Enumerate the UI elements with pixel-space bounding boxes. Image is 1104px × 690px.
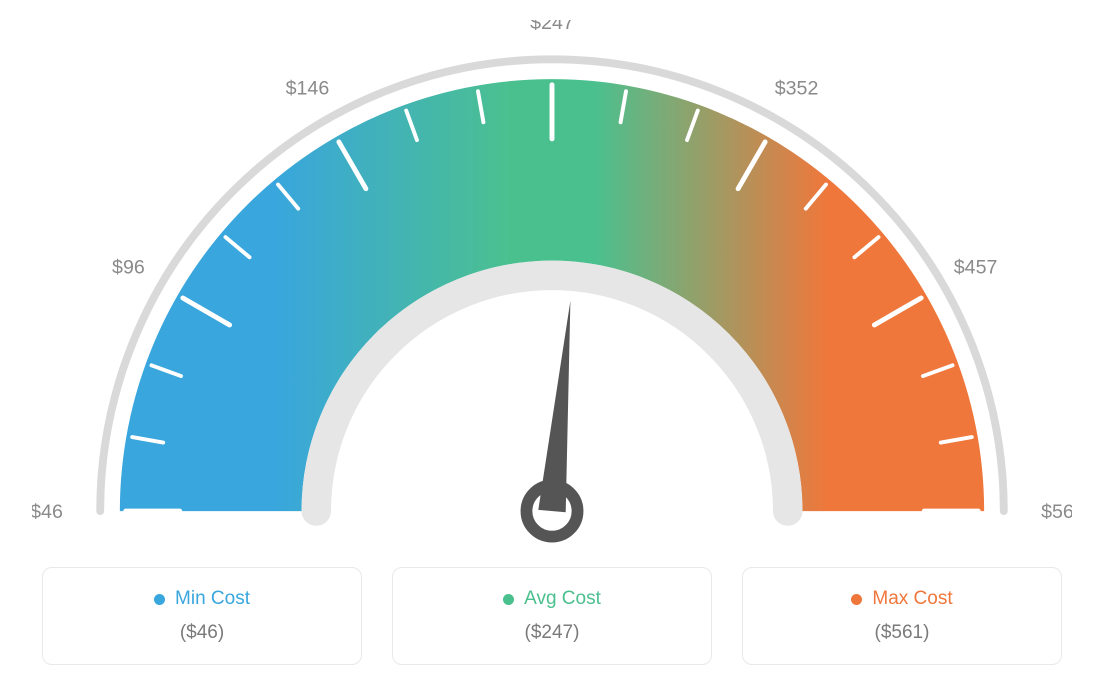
tick-label: $247 xyxy=(530,20,574,34)
cost-gauge: $46 $96 $146 $247 $352 $457 $561 xyxy=(32,20,1072,570)
tick-label: $561 xyxy=(1041,501,1072,523)
legend-label-max: Max Cost xyxy=(872,588,952,610)
legend-title-max: Max Cost xyxy=(753,588,1051,610)
tick-label: $352 xyxy=(775,77,819,99)
tick-label: $457 xyxy=(954,256,998,278)
legend-label-avg: Avg Cost xyxy=(524,588,601,610)
legend-value-avg: ($247) xyxy=(403,622,701,644)
legend-value-max: ($561) xyxy=(753,622,1051,644)
dot-max xyxy=(851,594,862,605)
dot-min xyxy=(154,594,165,605)
tick-label: $96 xyxy=(112,256,145,278)
tick-label: $146 xyxy=(286,77,330,99)
legend-card-max: Max Cost ($561) xyxy=(742,567,1062,665)
dot-avg xyxy=(503,594,514,605)
legend-title-avg: Avg Cost xyxy=(403,588,701,610)
legend-label-min: Min Cost xyxy=(175,588,250,610)
legend-title-min: Min Cost xyxy=(53,588,351,610)
legend-value-min: ($46) xyxy=(53,622,351,644)
gauge-svg: $46 $96 $146 $247 $352 $457 $561 xyxy=(32,20,1072,570)
legend-card-min: Min Cost ($46) xyxy=(42,567,362,665)
legend-row: Min Cost ($46) Avg Cost ($247) Max Cost … xyxy=(42,567,1062,665)
tick-label: $46 xyxy=(32,501,63,523)
legend-card-avg: Avg Cost ($247) xyxy=(392,567,712,665)
